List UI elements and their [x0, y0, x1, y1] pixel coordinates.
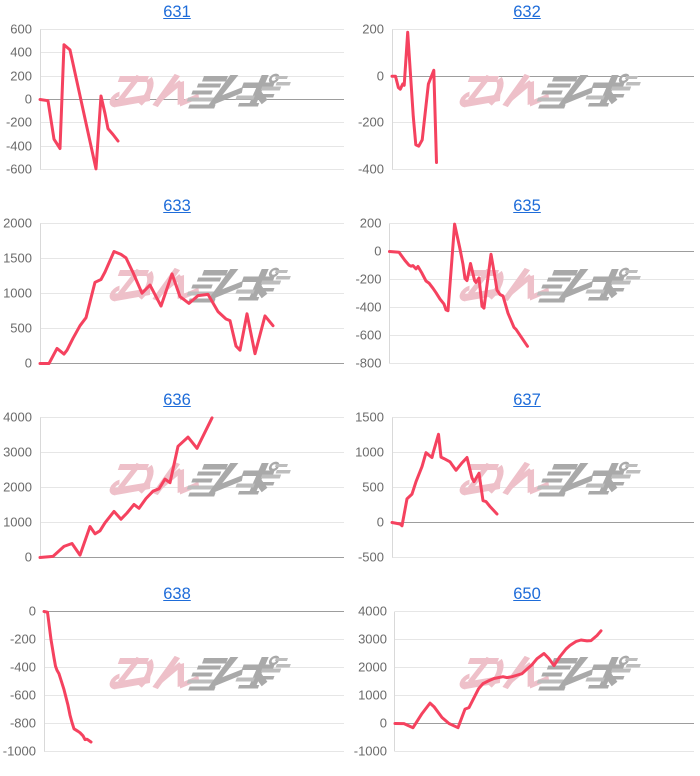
svg-text:0: 0	[380, 716, 387, 731]
svg-text:1000: 1000	[3, 515, 32, 530]
svg-text:-800: -800	[355, 356, 381, 371]
svg-text:1000: 1000	[358, 688, 387, 703]
svg-text:-200: -200	[355, 272, 381, 287]
svg-text:400: 400	[10, 45, 32, 60]
svg-text:0: 0	[29, 604, 36, 619]
svg-text:3000: 3000	[358, 632, 387, 647]
svg-text:-600: -600	[6, 162, 32, 177]
svg-text:-1000: -1000	[3, 744, 36, 759]
svg-text:-400: -400	[358, 162, 384, 177]
svg-text:-800: -800	[10, 716, 36, 731]
svg-text:4000: 4000	[358, 604, 387, 619]
svg-text:-400: -400	[10, 660, 36, 675]
svg-text:0: 0	[25, 356, 32, 371]
svg-text:2000: 2000	[358, 660, 387, 675]
svg-text:-1000: -1000	[354, 744, 387, 759]
svg-text:500: 500	[10, 321, 32, 336]
svg-text:-500: -500	[358, 550, 384, 565]
svg-text:1500: 1500	[3, 251, 32, 266]
svg-text:0: 0	[25, 92, 32, 107]
svg-text:-600: -600	[355, 328, 381, 343]
svg-text:0: 0	[374, 244, 381, 259]
svg-text:0: 0	[25, 550, 32, 565]
svg-text:0: 0	[377, 515, 384, 530]
svg-text:-200: -200	[6, 115, 32, 130]
svg-text:-200: -200	[10, 632, 36, 647]
svg-text:-600: -600	[10, 688, 36, 703]
svg-text:1500: 1500	[355, 410, 384, 425]
svg-text:2000: 2000	[3, 216, 32, 231]
svg-text:200: 200	[360, 216, 382, 231]
svg-text:4000: 4000	[3, 410, 32, 425]
svg-text:0: 0	[377, 69, 384, 84]
svg-text:-400: -400	[355, 300, 381, 315]
svg-text:2000: 2000	[3, 480, 32, 495]
svg-text:600: 600	[10, 22, 32, 37]
svg-text:-400: -400	[6, 139, 32, 154]
svg-text:200: 200	[362, 22, 384, 37]
svg-text:3000: 3000	[3, 445, 32, 460]
svg-text:-200: -200	[358, 115, 384, 130]
svg-text:1000: 1000	[355, 445, 384, 460]
svg-text:200: 200	[10, 69, 32, 84]
svg-text:500: 500	[362, 480, 384, 495]
svg-text:1000: 1000	[3, 286, 32, 301]
